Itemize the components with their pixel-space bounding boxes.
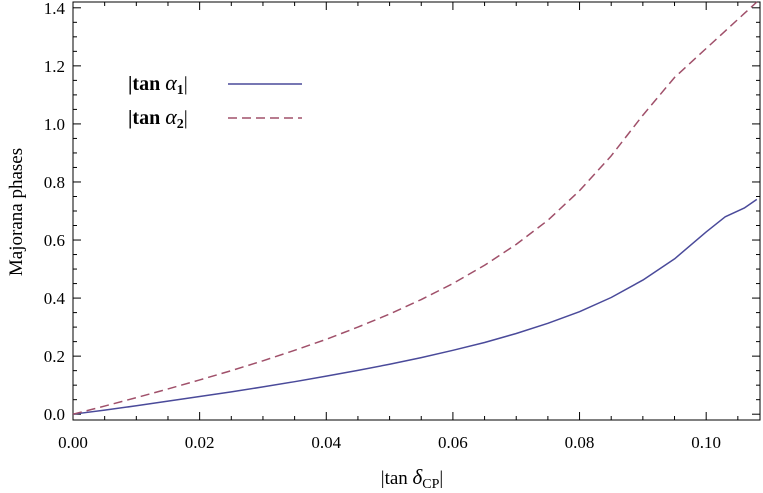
- legend-label-1: |tan α1|: [128, 70, 188, 98]
- y-tick-label: 0.6: [44, 231, 65, 250]
- plot-frame: [72, 1, 761, 421]
- y-tick-label: 0.4: [44, 289, 66, 308]
- series-line-2: [72, 1, 758, 415]
- y-tick-label: 0.2: [44, 347, 65, 366]
- y-axis-title: Majorana phases: [6, 148, 27, 276]
- x-tick-label: 0.06: [438, 433, 468, 452]
- y-tick-label: 1.0: [44, 115, 65, 134]
- x-tick-label: 0.00: [58, 433, 88, 452]
- x-tick-label: 0.08: [565, 433, 595, 452]
- y-tick-label: 1.2: [44, 57, 65, 76]
- series-layer: [72, 1, 758, 415]
- y-tick-label: 0.8: [44, 173, 65, 192]
- y-tick-label: 0.0: [44, 405, 65, 424]
- x-tick-label: 0.02: [185, 433, 215, 452]
- series-line-1: [72, 198, 758, 415]
- x-tick-label: 0.10: [691, 433, 721, 452]
- x-tick-label: 0.04: [311, 433, 341, 452]
- legend: |tan α1| |tan α2|: [128, 70, 302, 132]
- x-axis-title: |tan δCP|: [381, 465, 443, 492]
- y-tick-label: 1.4: [44, 0, 66, 18]
- tick-labels: 0.00 0.02 0.04 0.06 0.08 0.10 0.0 0.2 0.4 0.6 0.8 1…: [44, 0, 721, 452]
- legend-label-2: |tan α2|: [128, 104, 188, 132]
- tick-marks: [72, 2, 760, 420]
